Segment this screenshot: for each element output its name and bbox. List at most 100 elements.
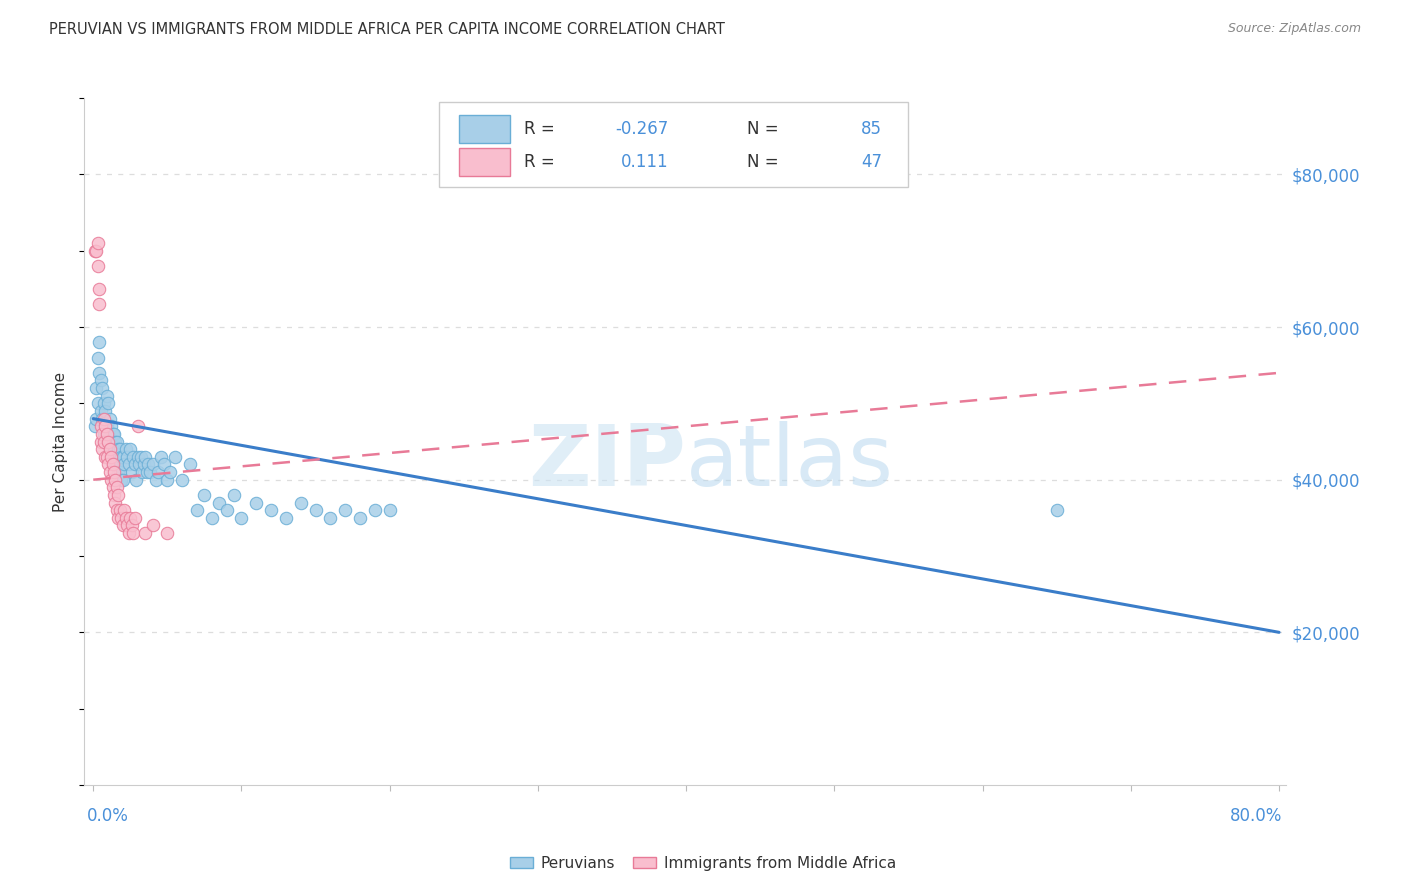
Point	[290, 495, 312, 509]
Y-axis label: Per Capita Income: Per Capita Income	[53, 371, 69, 512]
Point	[150, 450, 173, 464]
Point	[104, 458, 127, 472]
Text: R =: R =	[524, 120, 561, 138]
Point	[103, 488, 125, 502]
Point	[231, 511, 253, 525]
Point	[100, 450, 122, 464]
Point	[86, 396, 108, 410]
Point	[84, 411, 107, 425]
Point	[101, 458, 124, 472]
Point	[94, 434, 117, 449]
Point	[135, 465, 157, 479]
Point	[84, 381, 107, 395]
Point	[96, 419, 118, 434]
Point	[378, 503, 401, 517]
Point	[163, 450, 186, 464]
Text: N =: N =	[747, 153, 783, 171]
Point	[215, 503, 238, 517]
Point	[110, 450, 132, 464]
Point	[115, 511, 138, 525]
Point	[110, 473, 132, 487]
Point	[91, 426, 114, 441]
Point	[105, 458, 128, 472]
Point	[89, 297, 111, 311]
Point	[111, 518, 134, 533]
Point	[124, 511, 146, 525]
Point	[274, 511, 297, 525]
Point	[89, 282, 111, 296]
FancyBboxPatch shape	[460, 115, 510, 143]
Point	[86, 351, 108, 365]
Point	[104, 434, 127, 449]
Point	[193, 488, 215, 502]
Point	[108, 503, 131, 517]
Point	[134, 450, 156, 464]
Point	[124, 458, 146, 472]
Point	[129, 450, 152, 464]
Text: N =: N =	[747, 120, 783, 138]
Point	[112, 458, 135, 472]
Text: Source: ZipAtlas.com: Source: ZipAtlas.com	[1227, 22, 1361, 36]
Text: 80.0%: 80.0%	[1230, 807, 1282, 825]
Point	[108, 442, 131, 457]
Point	[101, 458, 124, 472]
Point	[120, 511, 142, 525]
Point	[97, 458, 120, 472]
FancyBboxPatch shape	[439, 102, 908, 187]
Point	[141, 518, 163, 533]
Point	[96, 426, 118, 441]
Point	[349, 511, 371, 525]
Point	[100, 419, 122, 434]
Point	[91, 442, 114, 457]
Text: 0.0%: 0.0%	[87, 807, 129, 825]
Point	[96, 389, 118, 403]
Point	[118, 458, 141, 472]
Point	[103, 450, 125, 464]
Point	[94, 419, 117, 434]
Text: -0.267: -0.267	[616, 120, 669, 138]
Point	[134, 526, 156, 541]
Point	[90, 374, 112, 388]
Point	[93, 411, 115, 425]
Point	[83, 419, 105, 434]
Point	[121, 518, 143, 533]
Point	[98, 411, 121, 425]
Point	[100, 473, 122, 487]
Point	[260, 503, 283, 517]
Point	[97, 396, 120, 410]
Point	[222, 488, 245, 502]
Point	[108, 465, 131, 479]
Point	[111, 450, 134, 464]
Point	[86, 236, 108, 251]
Point	[121, 465, 143, 479]
Point	[115, 442, 138, 457]
Point	[122, 450, 145, 464]
Point	[93, 426, 115, 441]
FancyBboxPatch shape	[460, 148, 510, 176]
Point	[319, 511, 342, 525]
Point	[127, 450, 149, 464]
Point	[84, 244, 107, 258]
Point	[83, 244, 105, 258]
Point	[90, 419, 112, 434]
Point	[186, 503, 208, 517]
Point	[98, 465, 121, 479]
Text: atlas: atlas	[686, 421, 893, 504]
Point	[117, 518, 139, 533]
Point	[97, 426, 120, 441]
Point	[98, 442, 121, 457]
Point	[97, 434, 120, 449]
Point	[131, 465, 153, 479]
Point	[304, 503, 326, 517]
Point	[335, 503, 357, 517]
Legend: Peruvians, Immigrants from Middle Africa: Peruvians, Immigrants from Middle Africa	[503, 850, 903, 877]
Point	[136, 458, 159, 472]
Point	[159, 465, 181, 479]
Point	[90, 434, 112, 449]
Point	[172, 473, 194, 487]
Point	[96, 450, 118, 464]
Point	[156, 473, 179, 487]
Point	[98, 442, 121, 457]
Point	[105, 434, 128, 449]
Text: 0.111: 0.111	[621, 153, 669, 171]
